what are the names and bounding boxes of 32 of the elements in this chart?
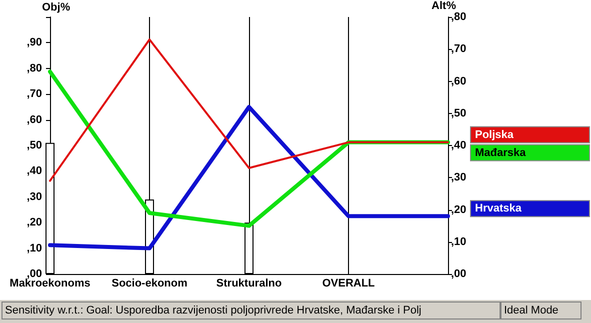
y-tick-label: ,90 [26, 36, 42, 49]
x-tick-label: Makroekonoms [10, 278, 90, 290]
x-tick-label: Socio-ekonom [112, 278, 188, 290]
y-tick-label: ,10 [26, 242, 42, 254]
y2-tick-label: ,50 [451, 107, 466, 120]
line-series [48, 104, 450, 250]
y2-tick-label: ,10 [451, 236, 466, 248]
y-tick-label: ,00 [26, 268, 42, 280]
y2-tick-label: ,20 [451, 204, 466, 216]
y2-tick-label: ,30 [451, 172, 466, 184]
y2-tick-label: ,60 [451, 75, 466, 88]
y2-tick-label: ,80 [451, 11, 466, 23]
y-tick-label: ,30 [26, 190, 42, 203]
y-tick-label: ,50 [26, 140, 42, 152]
text: Poljska [475, 128, 514, 141]
y-tick-label: ,20 [26, 216, 42, 229]
y-tick-label: ,70 [26, 88, 42, 100]
x-tick-label: Strukturalno [216, 278, 282, 290]
y-tick-label: ,60 [26, 114, 42, 126]
x-tick-label: OVERALL [322, 278, 376, 290]
text: Mađarska [475, 146, 527, 159]
y-tick-label: ,80 [26, 62, 42, 74]
y-tick-label: ,40 [26, 165, 42, 178]
text: Hrvatska [475, 202, 522, 215]
text: Ideal Mode [504, 304, 558, 316]
y2-axis-title: Alt% [432, 0, 456, 12]
y2-tick-label: ,70 [451, 43, 466, 56]
y2-tick-label: ,40 [451, 140, 466, 152]
y2-tick-label: ,00 [451, 268, 466, 280]
line-series [49, 38, 449, 182]
y-axis-title: Obj% [42, 2, 70, 14]
text: Sensitivity w.r.t.: Goal: Usporedba razvijenosti poljoprivrede Hrvatske, Mađarske i Polj [5, 304, 422, 316]
